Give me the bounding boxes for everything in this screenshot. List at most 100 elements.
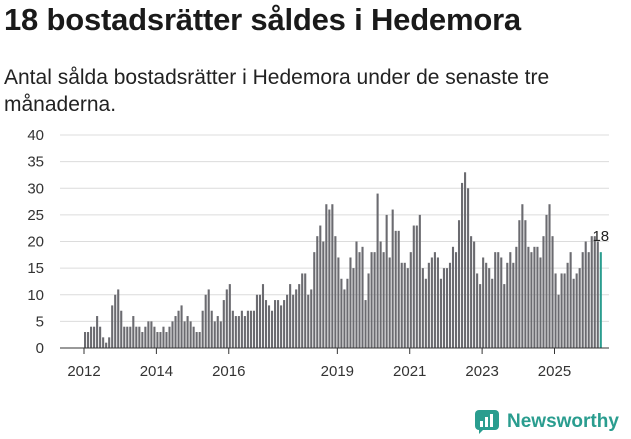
bar xyxy=(379,241,382,348)
x-tick-label: 2021 xyxy=(393,363,426,380)
y-tick-label: 35 xyxy=(27,154,44,171)
bar xyxy=(204,294,207,348)
bar xyxy=(563,273,566,348)
bar xyxy=(566,262,569,348)
bar xyxy=(340,278,343,348)
bar xyxy=(530,252,533,348)
newsworthy-logo[interactable]: Newsworthy xyxy=(474,408,619,436)
bar xyxy=(261,284,265,348)
bar xyxy=(596,241,599,348)
bar xyxy=(286,294,289,348)
bar xyxy=(201,310,204,348)
bar xyxy=(364,300,367,348)
bar xyxy=(485,262,488,348)
bar xyxy=(451,246,455,348)
bar xyxy=(593,236,596,348)
bar xyxy=(252,310,255,348)
bar xyxy=(542,236,545,348)
bar xyxy=(132,316,135,348)
chart-subtitle: Antal sålda bostadsrätter i Hedemora und… xyxy=(4,66,550,116)
bar xyxy=(382,252,385,348)
bar xyxy=(147,321,150,349)
bar xyxy=(249,310,252,348)
bar xyxy=(331,204,334,348)
bar xyxy=(430,257,433,348)
bar xyxy=(219,321,222,349)
bar xyxy=(183,321,186,349)
x-tick-label: 2019 xyxy=(321,363,354,380)
bar xyxy=(512,262,515,348)
y-axis: 0 5 10 15 20 25 30 35 40 xyxy=(27,127,44,357)
bar xyxy=(421,268,424,349)
y-tick-label: 0 xyxy=(36,340,44,357)
bar xyxy=(264,300,268,348)
bar xyxy=(283,300,286,348)
bar xyxy=(307,294,310,348)
bar xyxy=(165,332,168,348)
bar xyxy=(207,289,210,348)
bar xyxy=(310,289,313,348)
bar xyxy=(156,332,159,348)
bar xyxy=(385,214,388,349)
bar xyxy=(497,252,500,348)
bar xyxy=(536,246,539,348)
bar xyxy=(213,321,216,349)
bar xyxy=(491,278,494,348)
bars xyxy=(84,172,602,349)
bar xyxy=(394,230,397,348)
bar xyxy=(518,220,521,348)
chart-logo-icon xyxy=(475,410,499,434)
bar xyxy=(267,305,271,348)
bar xyxy=(120,310,123,348)
bar xyxy=(554,273,557,348)
bar xyxy=(225,289,228,348)
bar xyxy=(400,262,403,348)
bar xyxy=(415,225,418,348)
highlight-bar xyxy=(599,252,602,348)
bar xyxy=(162,326,165,348)
bar xyxy=(433,252,436,348)
bar xyxy=(467,188,470,348)
bar xyxy=(521,204,524,348)
bar xyxy=(298,284,301,348)
bar xyxy=(457,220,461,348)
bar xyxy=(96,316,99,348)
bar xyxy=(198,332,201,348)
bar xyxy=(141,332,144,348)
bar xyxy=(189,321,192,349)
bar xyxy=(334,236,337,348)
bar xyxy=(524,220,527,348)
bar xyxy=(186,316,189,348)
bar xyxy=(171,321,174,349)
x-tick-label: 2016 xyxy=(212,363,245,380)
bar xyxy=(445,268,449,349)
bar xyxy=(412,225,415,348)
bar xyxy=(325,204,328,348)
bar xyxy=(557,294,560,348)
bar xyxy=(243,316,246,348)
bar xyxy=(129,326,132,348)
bar xyxy=(355,241,358,348)
y-tick-label: 30 xyxy=(27,180,44,197)
bar xyxy=(418,214,421,349)
bar xyxy=(228,284,231,348)
bar xyxy=(442,268,445,349)
bar xyxy=(572,278,575,348)
bar xyxy=(358,252,361,348)
bar xyxy=(373,252,376,348)
bar xyxy=(506,262,509,348)
bar xyxy=(503,284,506,348)
bar xyxy=(195,332,198,348)
bar xyxy=(289,284,292,348)
bar xyxy=(370,252,373,348)
bar xyxy=(126,326,129,348)
x-axis: 2012 2014 2016 2019 2021 2023 2025 xyxy=(60,347,609,380)
bar xyxy=(560,273,563,348)
bar xyxy=(569,252,572,348)
bar xyxy=(361,246,364,348)
bar xyxy=(180,305,183,348)
bar xyxy=(376,193,379,348)
bar xyxy=(240,310,243,348)
x-tick-label: 2014 xyxy=(140,363,173,380)
y-tick-label: 20 xyxy=(27,234,44,251)
